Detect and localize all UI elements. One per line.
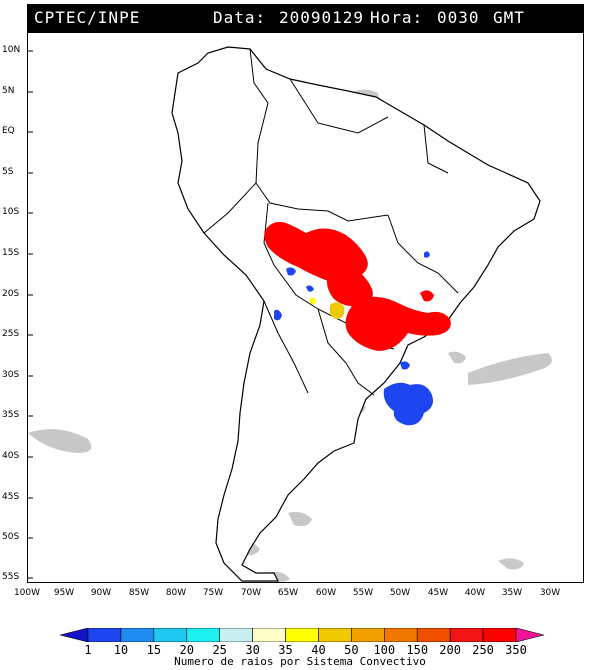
colorbar-caption: Numero de raios por Sistema Convectivo [174,655,426,668]
lon-label: 90W [90,588,112,598]
convective-cell-mid [329,302,345,319]
colorbar-tick-label: 15 [146,643,162,657]
convective-cells-high [264,221,451,351]
colorbar-segment [285,628,319,642]
colorbar-tick-label: 20 [179,643,194,657]
colorbar-tick-label: 250 [472,643,494,657]
date-label: Data: [213,8,267,27]
colorbar-segment [416,628,451,642]
lat-label: 10N [2,45,21,55]
colorbar-segment [219,628,253,642]
lat-label: 40S [2,451,20,461]
colorbar-segment [351,628,385,642]
colorbar-tick-label: 150 [406,643,429,657]
lat-label: 10S [2,207,20,217]
colorbar-tick-label: 50 [344,643,359,657]
lat-label: 15S [2,248,20,258]
colorbar-segment [482,628,517,642]
colorbar-tick-label: 25 [212,643,227,657]
colorbar-segment [515,628,544,642]
lon-label: 55W [352,588,374,598]
lon-label: 50W [389,588,411,598]
lat-label: 5N [2,86,15,96]
colorbar-tick-label: 35 [278,643,293,657]
date-value: 20090129 [279,8,365,27]
lat-label: 55S [2,572,20,582]
lon-label: 40W [464,588,486,598]
convective-cell-yellow [310,297,316,305]
colorbar-segment [186,628,220,642]
map-header: CPTEC/INPE Data: 20090129 Hora: 0030 GMT [27,4,584,32]
source-label: CPTEC/INPE [34,8,141,27]
lon-label: 70W [240,588,262,598]
lat-label: 35S [2,410,20,420]
lat-label: 25S [2,329,20,339]
colorbar [60,628,544,642]
colorbar-segment [449,628,484,642]
colorbar-segment [120,628,155,642]
lat-label: EQ [2,126,15,136]
colorbar-segment [252,628,286,642]
lon-label: 65W [277,588,299,598]
lat-label: 30S [2,370,20,380]
convective-cells-low [274,251,433,426]
timezone-label: GMT [493,8,525,27]
colorbar-tick-label: 40 [311,643,326,657]
time-value: 0030 [437,8,480,27]
colorbar-tick-label: 10 [113,643,129,657]
lon-label: 100W [13,588,41,598]
lat-label: 5S [2,167,14,177]
colorbar-segment [384,628,418,642]
lat-label: 50S [2,532,20,542]
lon-label: 85W [128,588,150,598]
colorbar-tick-label: 100 [373,643,396,657]
south-america-map [28,46,552,582]
colorbar-tick-label: 350 [505,643,527,657]
colorbar-tick-label: 1 [84,643,92,657]
time-label: Hora: [370,8,424,27]
colorbar-tick-label: 200 [439,643,461,657]
lon-label: 75W [202,588,224,598]
lat-label: 20S [2,289,20,299]
lon-label: 60W [315,588,337,598]
lon-label: 80W [165,588,187,598]
colorbar-segment [60,628,89,642]
lon-label: 30W [539,588,561,598]
colorbar-tick-label: 30 [245,643,260,657]
colorbar-segment [87,628,122,642]
lon-label: 35W [501,588,523,598]
colorbar-segment [318,628,352,642]
map-graticule-ticks [28,50,33,579]
lat-label: 45S [2,492,20,502]
colorbar-segment [153,628,188,642]
lon-label: 45W [427,588,449,598]
map-area [27,32,584,583]
lon-label: 95W [53,588,75,598]
